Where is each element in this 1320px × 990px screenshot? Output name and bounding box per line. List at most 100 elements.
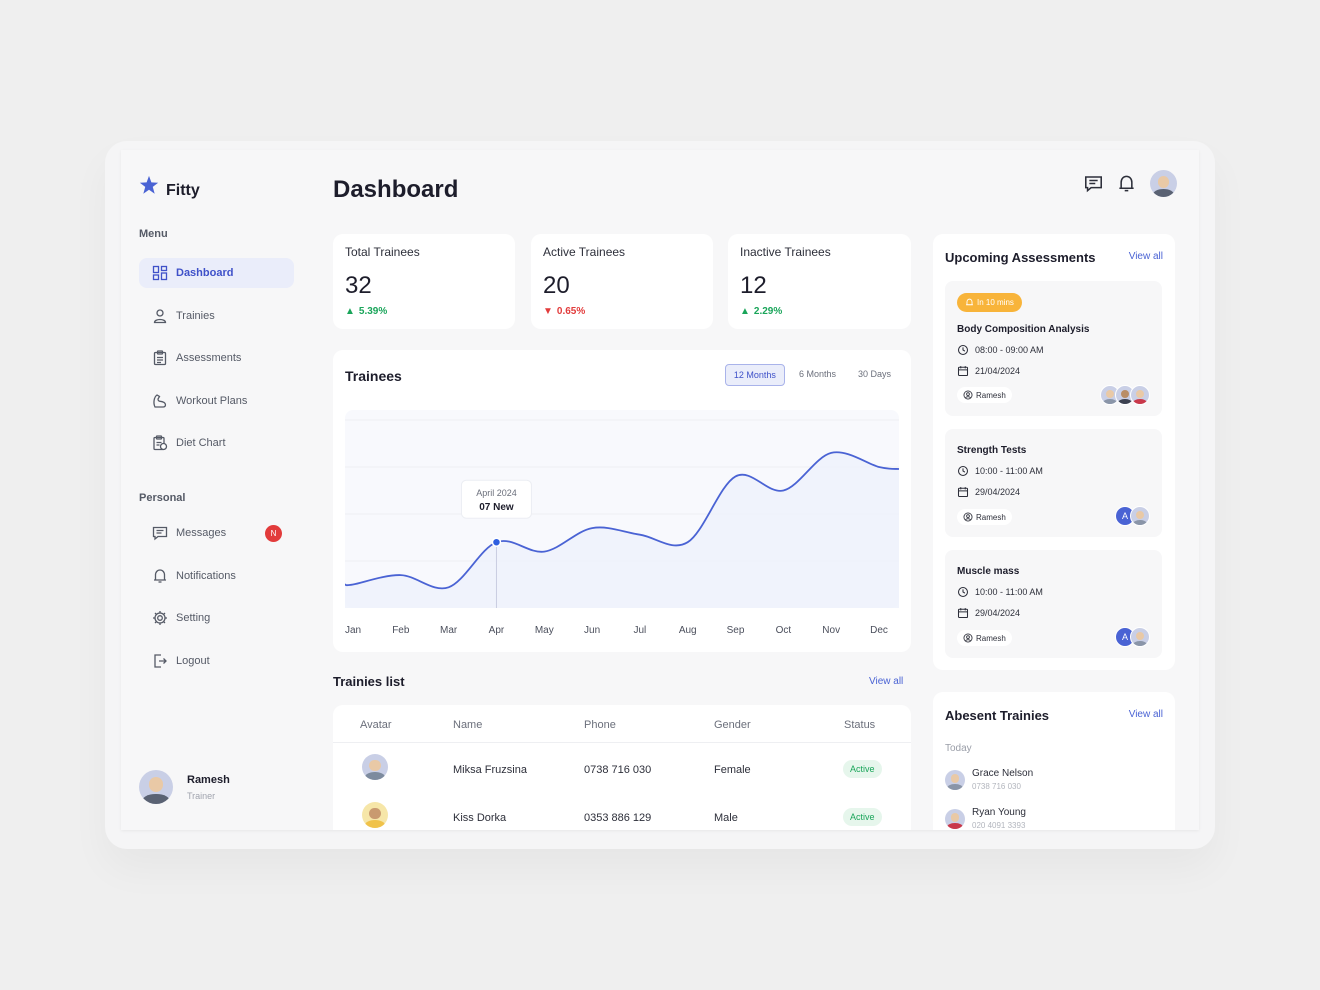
muscle-icon (153, 394, 167, 408)
highlight-point (491, 537, 502, 547)
sidebar-item-assessments[interactable]: Assessments (139, 343, 294, 373)
table-header: Avatar Name Phone Gender Status (333, 705, 911, 743)
trainee-name: Kiss Dorka (453, 812, 507, 824)
absent-title: Abesent Trainies (945, 708, 1050, 723)
page-title: Dashboard (333, 176, 459, 203)
sidebar-item-messages[interactable]: Messages N (139, 518, 294, 548)
x-tick-label: Feb (392, 625, 410, 636)
user-role: Trainer (187, 790, 216, 801)
trainer-chip: Ramesh (957, 509, 1012, 525)
table-row[interactable]: Kiss Dorka 0353 886 129 Male Active (333, 792, 911, 830)
x-tick-label: Mar (440, 625, 458, 636)
series-line (344, 451, 900, 590)
sidebar-item-label: Setting (176, 612, 211, 624)
x-tick-label: Apr (489, 625, 505, 636)
clipboard-icon (153, 350, 167, 366)
participant-avatars: A (1115, 506, 1150, 526)
stat-label: Inactive Trainees (740, 245, 831, 259)
arrow-up-icon: ▲ (345, 306, 355, 317)
dashboard-app: Fitty Menu Dashboard Trainies Assessment… (121, 150, 1199, 830)
assessment-time: 10:00 - 11:00 AM (957, 465, 1043, 477)
status-badge: Active (843, 760, 882, 778)
trainees-chart-card: Trainees 12 Months 6 Months 30 Days Jan F… (333, 350, 911, 652)
assessment-date: 29/04/2024 (957, 486, 1020, 498)
avatar (362, 754, 388, 780)
sidebar-item-dashboard[interactable]: Dashboard (139, 258, 294, 288)
assessment-card[interactable]: Strength Tests 10:00 - 11:00 AM 29/04/20… (945, 429, 1162, 537)
sidebar-item-label: Diet Chart (176, 437, 226, 449)
stat-change: ▼ 0.65% (543, 306, 586, 317)
diet-chart-icon (153, 435, 168, 451)
status-badge: Active (843, 808, 882, 826)
gear-icon (153, 611, 167, 625)
range-tab-6-months[interactable]: 6 Months (798, 369, 836, 379)
current-user[interactable]: Ramesh Trainer (139, 770, 230, 804)
assessments-title: Upcoming Assessments (945, 250, 1096, 265)
avatar (1130, 627, 1150, 647)
absent-phone: 020 4091 3393 (972, 821, 1026, 830)
trainer-chip: Ramesh (957, 387, 1012, 403)
trainee-phone: 0738 716 030 (584, 764, 652, 776)
assessment-time: 08:00 - 09:00 AM (957, 344, 1044, 356)
chart-title: Trainees (345, 368, 402, 384)
avatar (139, 770, 173, 804)
profile-avatar[interactable] (1150, 170, 1177, 197)
stat-value: 32 (345, 272, 372, 299)
message-icon (152, 526, 168, 541)
calendar-icon (957, 487, 969, 498)
chat-icon[interactable] (1084, 174, 1103, 193)
assessment-title: Body Composition Analysis (957, 324, 1090, 335)
sidebar-item-trainies[interactable]: Trainies (139, 301, 294, 331)
avatar (1130, 506, 1150, 526)
bell-icon[interactable] (1117, 174, 1136, 193)
trainees-view-all-link[interactable]: View all (869, 676, 904, 687)
assessment-time: 10:00 - 11:00 AM (957, 586, 1043, 598)
user-circle-icon (963, 512, 973, 522)
sidebar-item-diet-chart[interactable]: Diet Chart (139, 428, 294, 458)
participant-avatars (1100, 385, 1150, 405)
assessments-view-all-link[interactable]: View all (1128, 251, 1163, 262)
clock-icon (957, 344, 969, 356)
range-tabs: 12 Months 6 Months 30 Days (724, 364, 899, 386)
brand-logo[interactable]: Fitty (138, 174, 200, 199)
sidebar-item-notifications[interactable]: Notifications (139, 561, 294, 591)
absent-day-label: Today (945, 743, 972, 754)
stat-value: 20 (543, 272, 570, 299)
logout-icon (154, 654, 167, 668)
header-actions (1084, 170, 1177, 197)
sidebar-item-setting[interactable]: Setting (139, 603, 294, 633)
sidebar-item-logout[interactable]: Logout (139, 646, 294, 676)
arrow-up-icon: ▲ (740, 306, 750, 317)
series-area (345, 452, 899, 608)
range-tab-12-months[interactable]: 12 Months (724, 364, 785, 386)
column-header: Phone (584, 719, 616, 731)
x-tick-label: Jun (584, 625, 600, 636)
upcoming-assessments-panel: Upcoming Assessments View all In 10 mins… (933, 234, 1175, 670)
absent-view-all-link[interactable]: View all (1128, 709, 1163, 720)
trainees-list-title: Trainies list (333, 674, 405, 689)
stat-label: Total Trainees (345, 245, 420, 259)
avatar (362, 802, 388, 828)
absent-trainee-row[interactable]: Grace Nelson 0738 716 030 (945, 768, 1033, 791)
absent-trainee-row[interactable]: Ryan Young 020 4091 3393 (945, 807, 1026, 830)
menu-section-label: Menu (139, 228, 168, 240)
column-header: Gender (714, 719, 751, 731)
x-tick-label: Nov (822, 625, 840, 636)
absent-name: Ryan Young (972, 807, 1026, 818)
trainees-table: Avatar Name Phone Gender Status Miksa Fr… (333, 705, 911, 830)
assessment-card[interactable]: In 10 mins Body Composition Analysis 08:… (945, 281, 1162, 416)
sidebar-item-workout-plans[interactable]: Workout Plans (139, 386, 294, 416)
x-tick-label: Oct (776, 625, 792, 636)
stat-value: 12 (740, 272, 767, 299)
trainer-chip: Ramesh (957, 630, 1012, 646)
trainee-name: Miksa Fruzsina (453, 764, 527, 776)
table-row[interactable]: Miksa Fruzsina 0738 716 030 Female Activ… (333, 744, 911, 792)
x-tick-label: May (535, 625, 554, 636)
personal-section-label: Personal (139, 492, 186, 504)
sidebar-item-label: Messages (176, 527, 227, 539)
arrow-down-icon: ▼ (543, 306, 553, 317)
absent-trainees-panel: Abesent Trainies View all Today Grace Ne… (933, 692, 1175, 830)
assessment-card[interactable]: Muscle mass 10:00 - 11:00 AM 29/04/2024 … (945, 550, 1162, 658)
range-tab-30-days[interactable]: 30 Days (857, 369, 891, 379)
calendar-icon (957, 366, 969, 377)
